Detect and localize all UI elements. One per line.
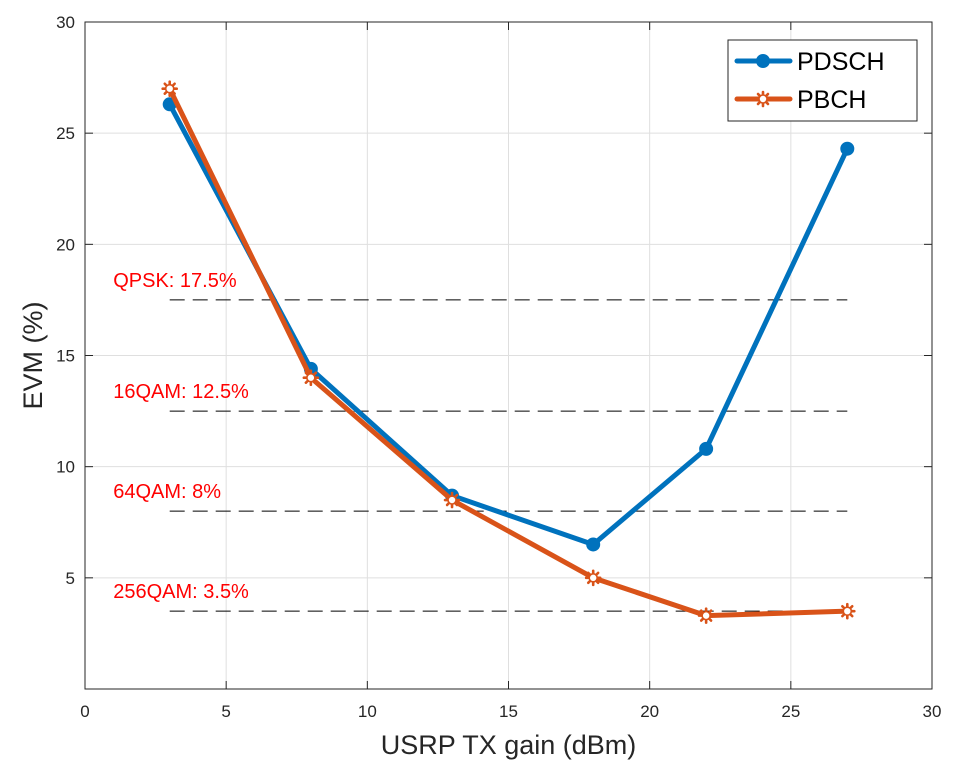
x-tick-label: 5 [221,702,230,721]
y-tick-label: 10 [56,458,75,477]
threshold-lines: QPSK: 17.5% 16QAM: 12.5% 64QAM: 8% 256QAM: … [113,270,848,612]
legend: PDSCH PBCH [727,39,918,122]
y-tick-label: 15 [56,347,75,366]
marker-center [588,573,599,583]
marker-center [306,372,316,383]
threshold-label: 16QAM: 12.5% [113,381,249,403]
data-point [756,54,770,68]
data-point [840,141,855,156]
series-line-pbch [167,86,850,619]
marker-center [164,83,175,94]
x-tick-label: 10 [358,702,377,721]
axis-ticks: 0 5 10 15 20 25 30 5 10 15 20 25 30 [56,13,941,721]
x-tick-label: 30 [923,702,942,721]
legend-box [727,39,918,122]
data-point [443,491,461,509]
y-tick-label: 30 [56,13,75,32]
x-tick-label: 20 [640,702,659,721]
x-tick-label: 15 [499,702,518,721]
legend-label: PDSCH [797,48,885,76]
threshold-label: 256QAM: 3.5% [113,581,249,603]
y-axis-label: EVM (%) [18,302,48,410]
data-point [838,602,856,620]
marker-center [447,495,457,505]
marker-center [758,94,768,104]
marker-center [701,610,711,621]
y-tick-label: 5 [66,569,75,588]
x-axis-label: USRP TX gain (dBm) [381,730,637,760]
data-point [584,569,602,587]
data-point [586,537,601,552]
legend-label: PBCH [797,86,866,114]
data-point [302,369,320,387]
marker-center [842,606,853,616]
data-point [161,80,178,97]
x-tick-label: 0 [80,702,89,721]
grid [85,22,932,689]
data-point [697,607,715,624]
y-tick-label: 25 [56,124,75,143]
threshold-label: 64QAM: 8% [113,481,221,503]
data-point [699,441,714,456]
x-tick-label: 25 [781,702,800,721]
threshold-label: QPSK: 17.5% [113,270,237,292]
series [161,80,856,624]
y-tick-label: 20 [56,235,75,254]
data-point [754,90,772,108]
